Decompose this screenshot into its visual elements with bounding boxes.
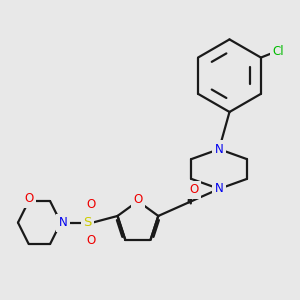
Text: O: O (86, 234, 95, 247)
Text: O: O (189, 183, 199, 196)
Text: N: N (215, 142, 224, 156)
Text: O: O (86, 198, 95, 211)
Text: N: N (59, 216, 68, 229)
Text: S: S (84, 216, 92, 229)
Text: N: N (215, 182, 224, 195)
Text: O: O (24, 192, 33, 205)
Text: O: O (133, 193, 142, 206)
Text: Cl: Cl (272, 45, 284, 58)
